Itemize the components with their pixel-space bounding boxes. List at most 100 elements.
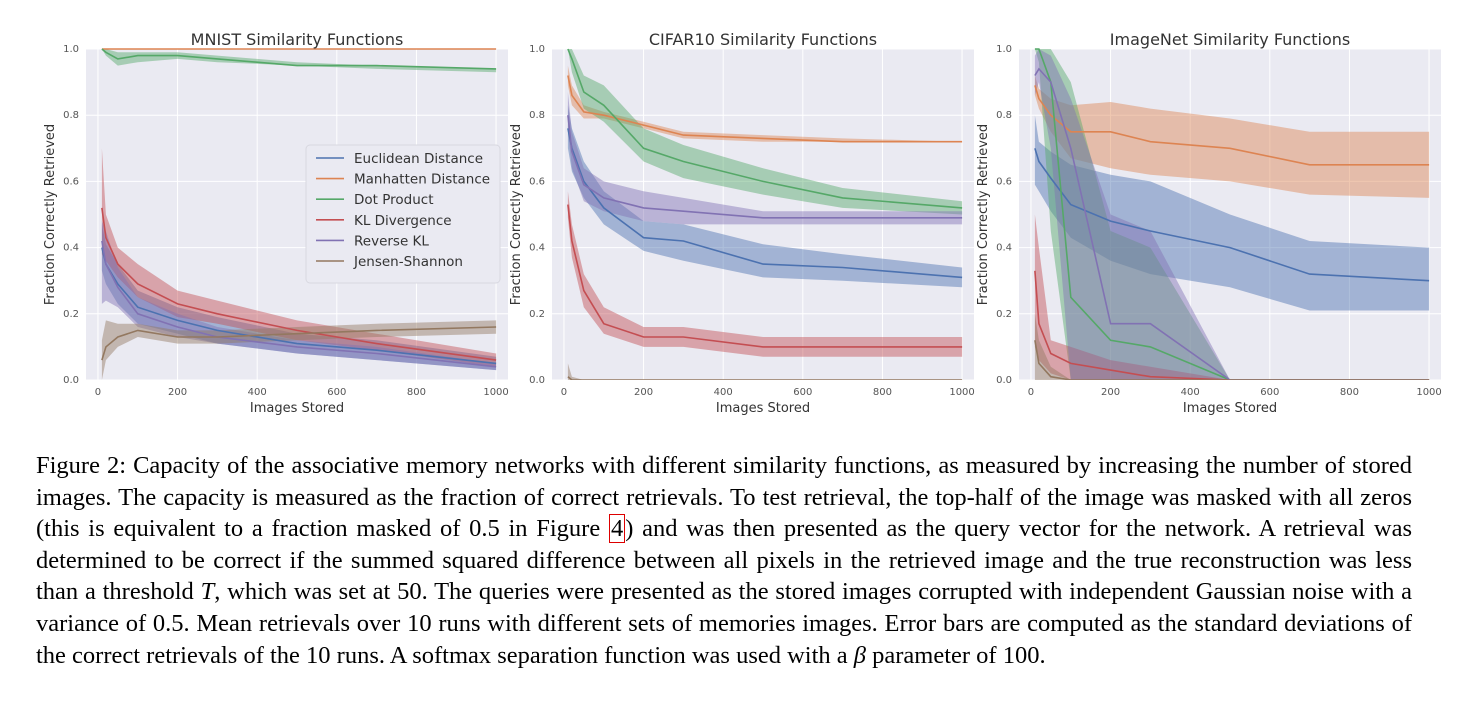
figure-reference-link[interactable]: 4 bbox=[608, 514, 626, 544]
y-axis-label: Fraction Correctly Retrieved bbox=[43, 124, 58, 305]
legend-entry-dot-product: Dot Product bbox=[354, 192, 434, 208]
caption-text-7: parameter of 100. bbox=[866, 641, 1046, 669]
line-dot-product bbox=[101, 48, 497, 70]
caption-text-6: . Mean retrievals over 10 runs with diff… bbox=[36, 609, 1412, 669]
y-tick-label: 0.8 bbox=[529, 110, 545, 121]
x-tick-label: 400 bbox=[714, 387, 733, 398]
legend-entry-reverse-kl: Reverse KL bbox=[354, 233, 429, 249]
x-tick-label: 1000 bbox=[949, 387, 974, 398]
figure-caption: Figure 2: Capacity of the associative me… bbox=[36, 450, 1412, 671]
band-euclidean-distance bbox=[1034, 115, 1430, 311]
band-reverse-kl bbox=[1034, 49, 1430, 380]
line-euclidean-distance bbox=[1034, 148, 1430, 282]
chart-title: MNIST Similarity Functions bbox=[191, 30, 404, 49]
x-tick-label: 600 bbox=[327, 387, 346, 398]
line-reverse-kl bbox=[567, 115, 963, 219]
caption-math-fraction: 0.5 bbox=[469, 515, 500, 543]
caption-math-threshold: T bbox=[200, 578, 215, 606]
y-tick-label: 0.4 bbox=[63, 243, 79, 254]
x-tick-label: 0 bbox=[561, 387, 567, 398]
line-manhatten-distance bbox=[1034, 85, 1430, 166]
x-tick-label: 600 bbox=[793, 387, 812, 398]
figure-panels: 0 200 400 600 800 1000 0.0 0.2 0.4 0.6 0.8 1.0 MNIST… bbox=[43, 30, 1442, 416]
legend-entry-jensen-shannon: Jensen-Shannon bbox=[353, 254, 463, 270]
x-tick-label: 800 bbox=[407, 387, 426, 398]
chart-panel-1: 0 200 400 600 800 1000 0.0 0.2 0.4 0.6 0.8 1.0 MNIST… bbox=[43, 30, 509, 416]
y-tick-label: 1.0 bbox=[63, 44, 79, 55]
x-axis-label: Images Stored bbox=[1183, 401, 1277, 416]
band-euclidean-distance bbox=[567, 105, 963, 288]
y-tick-label: 0.2 bbox=[63, 309, 79, 320]
legend-box bbox=[305, 144, 501, 284]
x-tick-label: 200 bbox=[634, 387, 653, 398]
y-tick-label: 0.6 bbox=[529, 176, 545, 187]
caption-text-2: in Figure bbox=[499, 515, 609, 543]
series-group bbox=[101, 48, 497, 380]
x-tick-label: 0 bbox=[1028, 387, 1034, 398]
y-tick-label: 0.8 bbox=[996, 110, 1012, 121]
x-tick-label: 600 bbox=[1260, 387, 1279, 398]
line-dot-product bbox=[1034, 48, 1430, 380]
caption-text-3: ) and was then presented as the query ve… bbox=[36, 515, 1412, 606]
band-manhatten-distance bbox=[1034, 75, 1430, 198]
caption-text-1: Figure 2: Capacity of the associative me… bbox=[36, 452, 1412, 543]
band-dot-product bbox=[1034, 49, 1430, 380]
x-axis-label: Images Stored bbox=[716, 401, 810, 416]
band-jensen-shannon bbox=[101, 320, 497, 380]
line-kl-divergence bbox=[1034, 270, 1430, 380]
y-tick-label: 0.8 bbox=[63, 110, 79, 121]
x-tick-label: 1000 bbox=[483, 387, 508, 398]
line-kl-divergence bbox=[101, 207, 497, 361]
y-tick-label: 0.0 bbox=[63, 375, 79, 386]
legend-entry-kl-divergence: KL Divergence bbox=[354, 213, 452, 229]
legend-entry-euclidean-distance: Euclidean Distance bbox=[354, 151, 483, 167]
y-tick-label: 0.0 bbox=[996, 375, 1012, 386]
band-kl-divergence bbox=[101, 148, 497, 367]
y-tick-label: 1.0 bbox=[529, 44, 545, 55]
x-tick-label: 800 bbox=[1340, 387, 1359, 398]
line-reverse-kl bbox=[1034, 67, 1430, 380]
y-tick-label: 0.0 bbox=[529, 375, 545, 386]
line-reverse-kl bbox=[101, 240, 497, 368]
x-tick-label: 0 bbox=[95, 387, 101, 398]
chart-title: CIFAR10 Similarity Functions bbox=[649, 30, 877, 49]
band-euclidean-distance bbox=[101, 224, 497, 371]
line-jensen-shannon bbox=[101, 326, 497, 361]
y-axis-label: Fraction Correctly Retrieved bbox=[976, 124, 991, 305]
y-tick-label: 0.6 bbox=[63, 176, 79, 187]
y-tick-label: 0.2 bbox=[996, 309, 1012, 320]
y-tick-label: 1.0 bbox=[996, 44, 1012, 55]
caption-math-beta: β bbox=[853, 641, 866, 669]
caption-text-5: . The queries were presented as the stor… bbox=[36, 578, 1412, 637]
legend-entry-manhatten-distance: Manhatten Distance bbox=[354, 172, 490, 188]
x-tick-label: 800 bbox=[873, 387, 892, 398]
x-tick-label: 200 bbox=[168, 387, 187, 398]
line-manhatten-distance bbox=[567, 75, 963, 143]
line-jensen-shannon bbox=[1034, 340, 1430, 380]
caption-math-fifty: 50 bbox=[397, 578, 422, 606]
y-tick-label: 0.2 bbox=[529, 309, 545, 320]
x-tick-label: 400 bbox=[248, 387, 267, 398]
chart-panel-2: 0 200 400 600 800 1000 0.0 0.2 0.4 0.6 0.8 1.0 CIFAR… bbox=[509, 30, 975, 416]
chart-title: ImageNet Similarity Functions bbox=[1110, 30, 1350, 49]
y-axis-label: Fraction Correctly Retrieved bbox=[509, 124, 524, 305]
series-group bbox=[1034, 48, 1430, 380]
x-axis-label: Images Stored bbox=[250, 401, 344, 416]
x-tick-label: 200 bbox=[1101, 387, 1120, 398]
x-tick-label: 1000 bbox=[1416, 387, 1441, 398]
y-tick-label: 0.4 bbox=[529, 243, 545, 254]
x-tick-label: 400 bbox=[1181, 387, 1200, 398]
line-kl-divergence bbox=[567, 204, 963, 348]
series-group bbox=[567, 48, 963, 380]
line-euclidean-distance bbox=[567, 128, 963, 279]
plot-area bbox=[1019, 49, 1441, 380]
legend: Euclidean Distance Manhatten Distance Dot … bbox=[305, 144, 501, 284]
line-dot-product bbox=[567, 48, 963, 209]
y-tick-label: 0.6 bbox=[996, 176, 1012, 187]
caption-math-variance: 0.5 bbox=[152, 609, 184, 637]
plot-area bbox=[552, 49, 974, 380]
y-tick-label: 0.4 bbox=[996, 243, 1012, 254]
chart-panel-3: 0 200 400 600 800 1000 0.0 0.2 0.4 0.6 0.8 1.0 Image… bbox=[976, 30, 1442, 416]
band-kl-divergence bbox=[567, 191, 963, 357]
caption-text-4: , which was set at bbox=[214, 578, 398, 606]
